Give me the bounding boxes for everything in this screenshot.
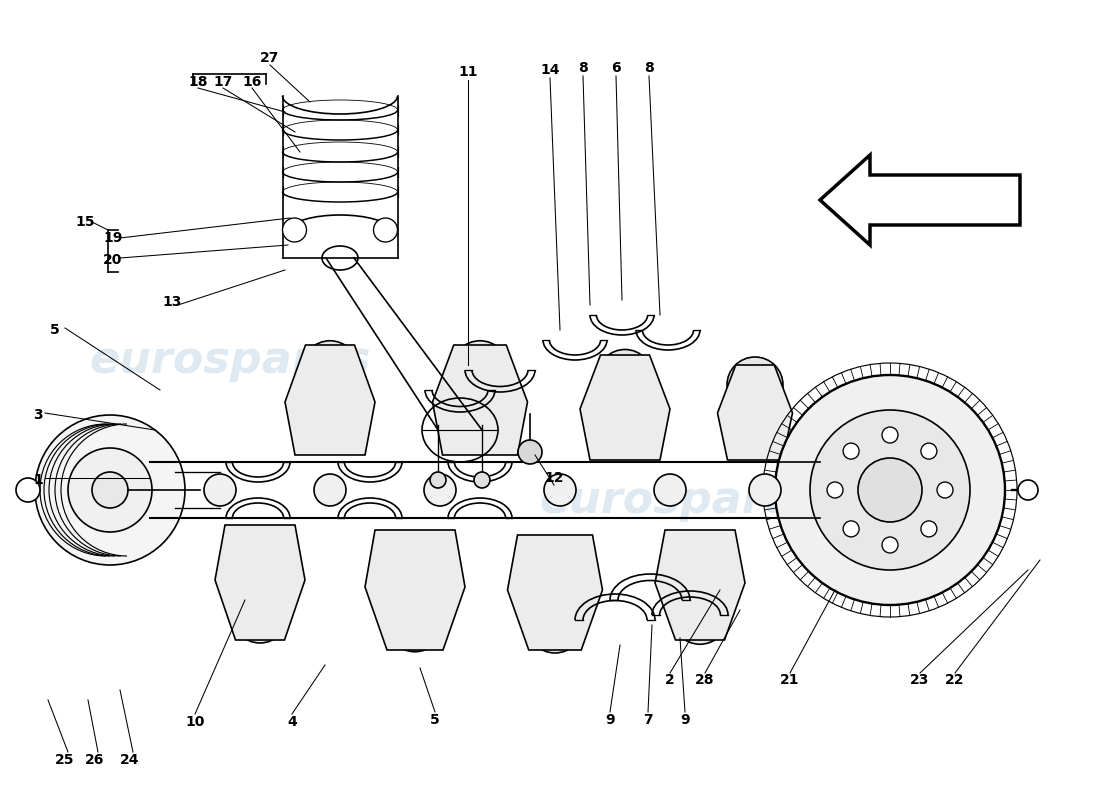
- Circle shape: [430, 472, 446, 488]
- Text: 11: 11: [459, 65, 477, 79]
- Circle shape: [16, 478, 40, 502]
- Text: 25: 25: [55, 753, 75, 767]
- Circle shape: [937, 482, 953, 498]
- Circle shape: [527, 597, 583, 653]
- Polygon shape: [820, 155, 1020, 245]
- Text: 22: 22: [945, 673, 965, 687]
- Circle shape: [424, 474, 456, 506]
- Circle shape: [654, 474, 686, 506]
- Text: 2: 2: [666, 673, 675, 687]
- Circle shape: [843, 521, 859, 537]
- Circle shape: [204, 474, 236, 506]
- Circle shape: [727, 357, 783, 413]
- Text: eurospares: eurospares: [539, 478, 821, 522]
- Circle shape: [672, 588, 728, 644]
- Text: 4: 4: [287, 715, 297, 729]
- Text: 10: 10: [185, 715, 205, 729]
- Circle shape: [518, 440, 542, 464]
- Text: 7: 7: [644, 713, 652, 727]
- Polygon shape: [432, 345, 528, 455]
- Text: 23: 23: [911, 673, 930, 687]
- Text: 16: 16: [242, 75, 262, 89]
- Circle shape: [474, 472, 490, 488]
- Circle shape: [776, 375, 1005, 605]
- Circle shape: [882, 427, 898, 443]
- Circle shape: [858, 458, 922, 522]
- Circle shape: [544, 474, 576, 506]
- Circle shape: [283, 218, 307, 242]
- Polygon shape: [717, 365, 792, 460]
- Text: 5: 5: [430, 713, 440, 727]
- Text: 28: 28: [695, 673, 715, 687]
- Text: 5: 5: [51, 323, 59, 337]
- Text: 15: 15: [75, 215, 95, 229]
- Text: 20: 20: [103, 253, 123, 267]
- Polygon shape: [654, 530, 745, 640]
- Polygon shape: [365, 530, 465, 650]
- Text: 19: 19: [103, 231, 123, 245]
- Text: 18: 18: [188, 75, 208, 89]
- Circle shape: [921, 521, 937, 537]
- Text: 17: 17: [213, 75, 233, 89]
- Text: 24: 24: [120, 753, 140, 767]
- Text: 3: 3: [33, 408, 43, 422]
- Text: 21: 21: [780, 673, 800, 687]
- Text: 27: 27: [261, 51, 279, 65]
- Circle shape: [387, 596, 443, 652]
- Polygon shape: [285, 345, 375, 455]
- Circle shape: [843, 443, 859, 459]
- Text: 6: 6: [612, 61, 620, 75]
- Circle shape: [810, 410, 970, 570]
- Text: 1: 1: [33, 473, 43, 487]
- Circle shape: [92, 472, 128, 508]
- Text: 14: 14: [540, 63, 560, 77]
- Text: eurospares: eurospares: [89, 338, 371, 382]
- Text: 12: 12: [544, 471, 563, 485]
- Circle shape: [314, 474, 346, 506]
- Circle shape: [35, 415, 185, 565]
- Circle shape: [1018, 480, 1038, 500]
- Text: 9: 9: [680, 713, 690, 727]
- Circle shape: [921, 443, 937, 459]
- Polygon shape: [214, 525, 305, 640]
- Circle shape: [452, 341, 508, 397]
- Circle shape: [597, 350, 653, 406]
- Polygon shape: [580, 355, 670, 460]
- Text: 13: 13: [163, 295, 182, 309]
- Circle shape: [68, 448, 152, 532]
- Circle shape: [749, 474, 781, 506]
- Text: 8: 8: [579, 61, 587, 75]
- Circle shape: [232, 587, 288, 643]
- Circle shape: [882, 537, 898, 553]
- Text: 26: 26: [86, 753, 104, 767]
- Circle shape: [302, 341, 358, 397]
- Text: 9: 9: [605, 713, 615, 727]
- Circle shape: [827, 482, 843, 498]
- Circle shape: [374, 218, 397, 242]
- Text: 8: 8: [645, 61, 653, 75]
- Polygon shape: [507, 535, 603, 650]
